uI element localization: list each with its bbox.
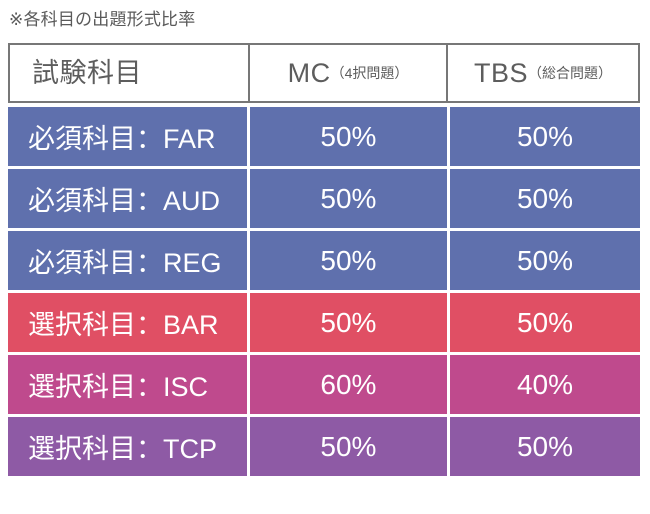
column-header-mc-label: MC <box>287 58 331 88</box>
table-header-row: 試験科目 MC （4択問題） TBS （総合問題） <box>8 43 640 103</box>
cell-tbs-percent: 50% <box>449 169 641 228</box>
cell-mc-percent: 50% <box>249 231 447 290</box>
column-header-tbs-label: TBS <box>473 58 528 88</box>
cell-subject: 必須科目：REG <box>8 231 247 290</box>
table-row: 選択科目：ISC 60% 40% <box>8 355 641 414</box>
cell-subject: 選択科目：TCP <box>8 417 247 476</box>
table-row: 必須科目：AUD 50% 50% <box>8 169 641 228</box>
cell-subject: 選択科目：BAR <box>8 293 247 352</box>
cell-tbs-percent: 40% <box>449 355 641 414</box>
exam-format-ratio-table: 試験科目 MC （4択問題） TBS （総合問題） 必須科目：FAR 50% 50% 必須… <box>8 43 641 476</box>
table-row: 選択科目：TCP 50% 50% <box>8 417 641 476</box>
column-header-tbs: TBS （総合問題） <box>446 45 638 101</box>
cell-tbs-percent: 50% <box>449 107 641 166</box>
page-title: ※各科目の出題形式比率 <box>9 10 196 29</box>
table-row: 選択科目：BAR 50% 50% <box>8 293 641 352</box>
column-header-mc-note: （4択問題） <box>330 64 409 81</box>
column-header-tbs-note: （総合問題） <box>528 64 612 81</box>
cell-tbs-percent: 50% <box>449 293 641 352</box>
cell-mc-percent: 50% <box>249 293 447 352</box>
table-row: 必須科目：REG 50% 50% <box>8 231 641 290</box>
table-row: 必須科目：FAR 50% 50% <box>8 107 641 166</box>
cell-mc-percent: 50% <box>249 169 447 228</box>
cell-subject: 必須科目：AUD <box>8 169 247 228</box>
cell-tbs-percent: 50% <box>449 417 641 476</box>
cell-subject: 選択科目：ISC <box>8 355 247 414</box>
table-body: 必須科目：FAR 50% 50% 必須科目：AUD 50% 50% 必須科目：REG 50% 5… <box>8 107 641 476</box>
column-header-subject: 試験科目 <box>10 45 248 101</box>
cell-mc-percent: 60% <box>249 355 447 414</box>
cell-mc-percent: 50% <box>249 107 447 166</box>
cell-mc-percent: 50% <box>249 417 447 476</box>
cell-tbs-percent: 50% <box>449 231 641 290</box>
column-header-mc: MC （4択問題） <box>248 45 446 101</box>
cell-subject: 必須科目：FAR <box>8 107 247 166</box>
column-header-subject-label: 試験科目 <box>32 58 142 88</box>
